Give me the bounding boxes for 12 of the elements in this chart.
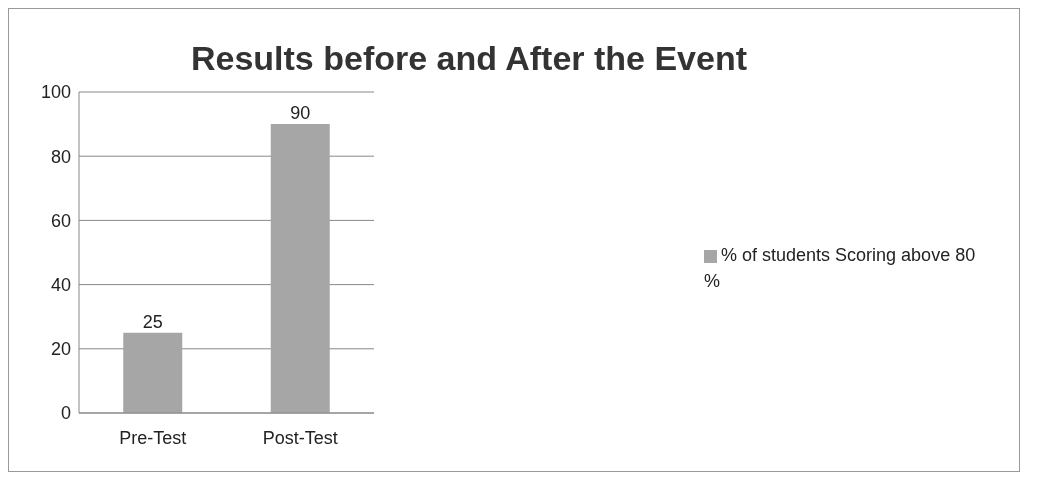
y-tick-label: 0 bbox=[60, 403, 71, 424]
y-tick-label: 80 bbox=[50, 146, 71, 167]
x-tick-label: Pre-Test bbox=[119, 427, 187, 448]
x-tick-label: Post-Test bbox=[262, 427, 338, 448]
y-tick-label: 40 bbox=[50, 274, 71, 295]
data-label: 25 bbox=[142, 311, 163, 332]
y-tick-label: 20 bbox=[50, 339, 71, 360]
legend-label: % of students Scoring above 80 % bbox=[704, 245, 976, 291]
y-tick-label: 60 bbox=[50, 210, 71, 231]
y-tick-label: 100 bbox=[40, 82, 71, 103]
data-label: 90 bbox=[290, 103, 311, 124]
text: Results before and After the Event bbox=[189, 39, 749, 78]
